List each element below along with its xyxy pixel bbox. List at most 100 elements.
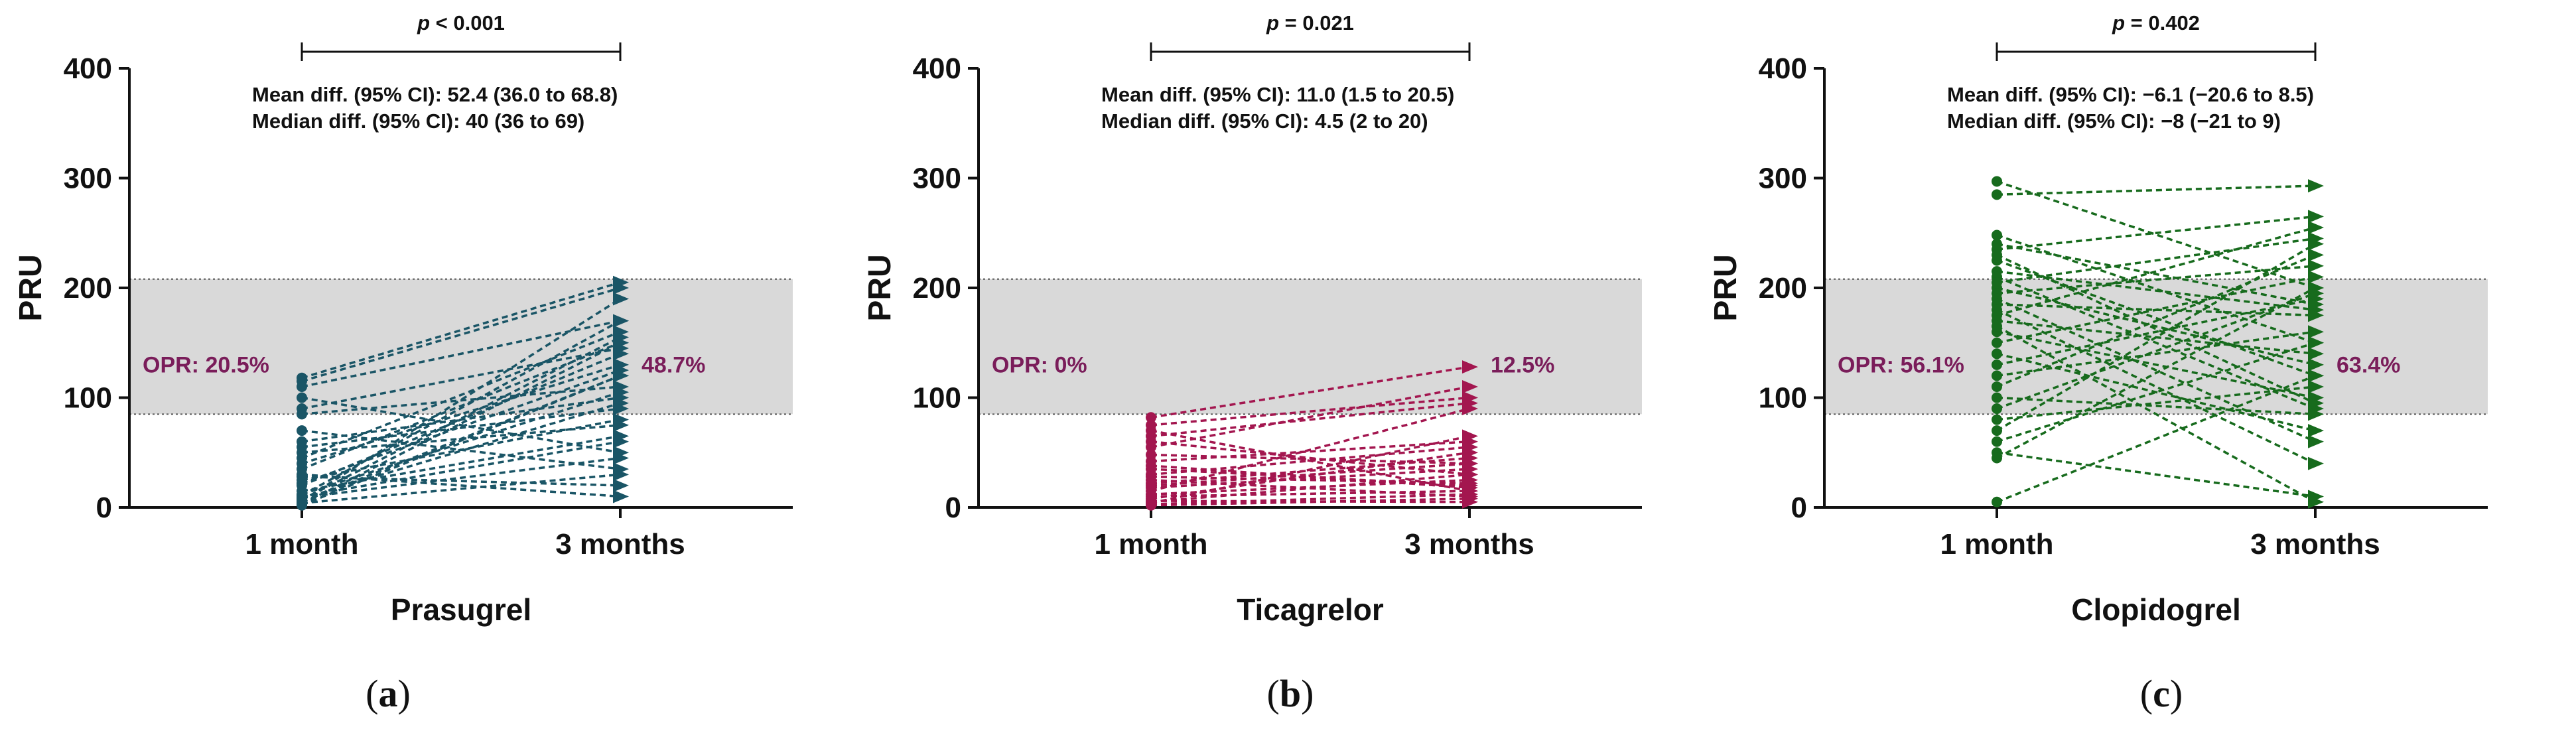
x-tick-label: 1 month [1940, 528, 2053, 561]
marker-3-months [2308, 297, 2324, 311]
marker-3-months [613, 347, 629, 361]
y-tick-label: 200 [913, 272, 961, 304]
marker-3-months [613, 292, 629, 306]
y-tick-label: 400 [1759, 52, 1807, 85]
paired-line [1150, 440, 1470, 476]
marker-3-months [613, 429, 629, 443]
paired-line [1996, 253, 2316, 388]
paired-line [301, 347, 621, 410]
paired-line [301, 407, 621, 448]
marker-3-months [2308, 424, 2324, 438]
paired-line [1150, 429, 1470, 492]
marker-1-month [1992, 249, 2002, 261]
paired-line [1996, 184, 2316, 196]
paired-line [301, 281, 621, 379]
paired-line [1150, 396, 1470, 427]
marker-1-month [1992, 436, 2002, 447]
marker-1-month [1992, 238, 2002, 249]
paired-line [301, 440, 621, 498]
marker-3-months [2308, 347, 2324, 361]
marker-3-months [2308, 179, 2324, 193]
panel-ticagrelor: 0 100 200 300 400 1 month 3 months PRU Ticagrelo… [862, 11, 1642, 627]
marker-3-months [1462, 468, 1478, 482]
y-tick-label: 0 [1791, 492, 1807, 524]
x-axis-title: Prasugrel [391, 592, 531, 627]
marker-3-months [2308, 407, 2324, 421]
marker-3-months [613, 364, 629, 377]
mean-diff-text: Mean diff. (95% CI): 11.0 (1.5 to 20.5) [1101, 83, 1454, 106]
x-tick-label: 1 month [1094, 528, 1207, 561]
paired-line [1996, 180, 2316, 289]
marker-3-months [613, 418, 629, 432]
median-diff-text: Median diff. (95% CI): 40 (36 to 69) [252, 109, 584, 133]
marker-3-months [613, 391, 629, 405]
marker-1-month [1992, 403, 2002, 415]
paired-line [1150, 462, 1470, 487]
pvalue-text: p = 0.021 [1266, 11, 1354, 34]
median-diff-text: Median diff. (95% CI): 4.5 (2 to 20) [1101, 109, 1428, 133]
marker-3-months [613, 402, 629, 416]
x-axis-title: Clopidogrel [2071, 592, 2241, 627]
marker-3-months [2308, 396, 2324, 410]
marker-3-months [2308, 270, 2324, 284]
paired-line [301, 319, 621, 388]
marker-3-months [613, 478, 629, 492]
marker-1-month [1146, 499, 1156, 511]
marker-1-month [1992, 496, 2002, 507]
marker-3-months [2308, 434, 2324, 448]
y-tick-label: 200 [1759, 272, 1807, 304]
y-tick-label: 300 [64, 163, 112, 195]
marker-3-months [2308, 220, 2324, 234]
paired-line [1996, 342, 2316, 443]
x-tick-label: 3 months [1404, 528, 1534, 561]
marker-3-months [2308, 336, 2324, 350]
marker-3-months [613, 451, 629, 465]
y-axis-label: PRU [1708, 254, 1743, 321]
paired-line [1996, 253, 2316, 405]
panel-prasugrel: 0 100 200 300 400 1 month 3 months PRU Prasugrel… [13, 11, 793, 627]
paired-line [1996, 215, 2316, 251]
y-axis-label: PRU [862, 254, 898, 321]
opr-label-1-month: OPR: 56.1% [1838, 352, 1964, 377]
marker-1-month [297, 425, 307, 436]
marker-1-month [1146, 471, 1156, 482]
marker-3-months [2308, 325, 2324, 339]
paired-lines [301, 281, 621, 507]
marker-1-month [1146, 480, 1156, 491]
panel-label-b: (b) [1267, 672, 1314, 715]
opr-band [979, 279, 1642, 415]
paired-line [1996, 325, 2316, 503]
marker-1-month [1992, 359, 2002, 370]
paired-line [1150, 497, 1470, 507]
marker-3-months [1462, 402, 1478, 416]
paired-line [1150, 473, 1470, 503]
panel-clopidogrel: 0 100 200 300 400 1 month 3 months PRU Clopidogr… [1708, 11, 2488, 627]
paired-line [1150, 464, 1470, 489]
paired-line [301, 287, 621, 383]
paired-line [1996, 226, 2316, 317]
paired-line [301, 396, 621, 443]
opr-label-3-months: 12.5% [1491, 352, 1554, 377]
y-tick-label: 400 [913, 52, 961, 85]
paired-lines [1150, 365, 1470, 507]
paired-line [1996, 287, 2316, 460]
marker-3-months [2308, 210, 2324, 224]
paired-line [1996, 451, 2316, 498]
paired-line [1150, 493, 1470, 505]
paired-line [301, 473, 621, 505]
x-tick-label: 1 month [245, 528, 358, 561]
paired-line [1150, 402, 1470, 438]
paired-line [1996, 243, 2316, 306]
marker-3-months [1462, 379, 1478, 393]
panel-label-c: (c) [2140, 672, 2183, 715]
paired-line [1150, 365, 1470, 419]
paired-line [1150, 385, 1470, 448]
marker-1-month [297, 409, 307, 420]
marker-3-months [613, 314, 629, 328]
marker-3-months [2308, 259, 2324, 273]
paired-line [301, 475, 621, 487]
paired-line [1996, 265, 2316, 295]
marker-3-months [2308, 369, 2324, 383]
marker-1-month [1992, 230, 2002, 241]
paired-line [301, 424, 621, 454]
